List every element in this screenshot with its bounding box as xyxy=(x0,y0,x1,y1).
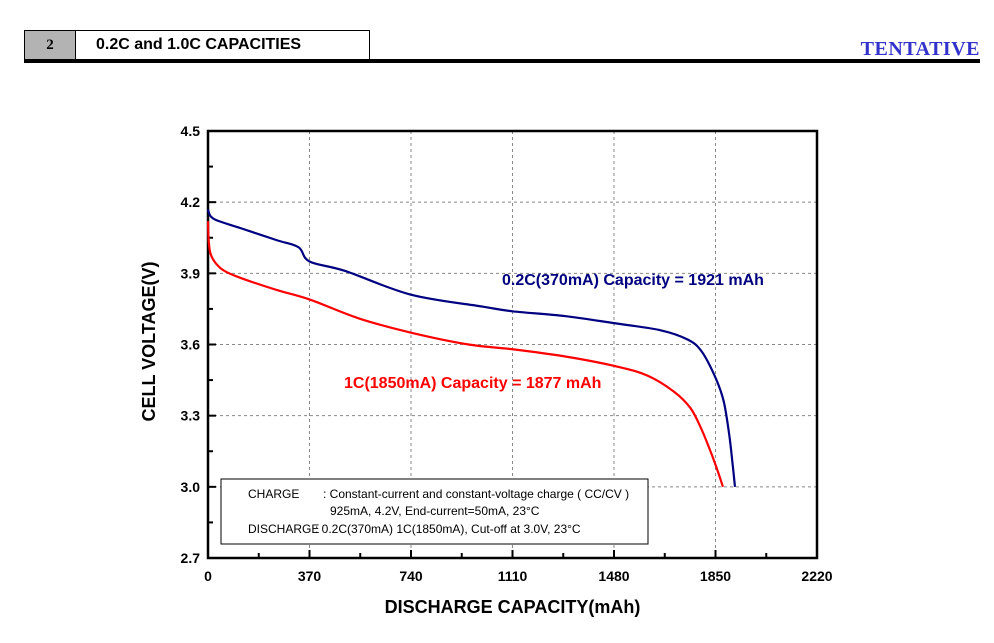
y-tick-label: 3.3 xyxy=(181,408,201,424)
curve-0-2c xyxy=(206,208,737,487)
y-axis-label: CELL VOLTAGE(V) xyxy=(139,261,159,421)
axes xyxy=(206,129,819,560)
conditions-text: : Constant-current and constant-voltage … xyxy=(323,487,629,501)
annotation-1c-capacity: 1C(1850mA) Capacity = 1877 mAh xyxy=(344,375,601,392)
section-title: 0.2C and 1.0C CAPACITIES xyxy=(96,36,302,53)
conditions-box xyxy=(220,478,649,545)
x-tick-label: 1850 xyxy=(700,568,731,584)
x-axis-label: DISCHARGE CAPACITY(mAh) xyxy=(385,597,641,617)
status-label: TENTATIVE xyxy=(860,38,980,60)
conditions-text: 925mA, 4.2V, End-current=50mA, 23°C xyxy=(330,504,540,518)
y-tick-label: 2.7 xyxy=(181,550,201,566)
x-tick-label: 2220 xyxy=(801,568,832,584)
y-tick-label: 4.5 xyxy=(181,123,201,139)
x-tick-label: 0 xyxy=(204,568,212,584)
x-tick-label: 370 xyxy=(298,568,322,584)
y-tick-label: 3.6 xyxy=(181,337,201,353)
y-tick-label: 4.2 xyxy=(181,194,201,210)
x-tick-label: 1110 xyxy=(498,568,528,584)
x-tick-label: 740 xyxy=(399,568,423,584)
y-tick-label: 3.0 xyxy=(181,479,201,495)
x-tick-label: 1480 xyxy=(598,568,629,584)
y-tick-label: 3.9 xyxy=(181,265,201,281)
curve-1c xyxy=(206,221,724,488)
annotation-0-2c-capacity: 0.2C(370mA) Capacity = 1921 mAh xyxy=(502,272,764,289)
conditions-text: : 0.2C(370mA) 1C(1850mA), Cut-off at 3.0… xyxy=(315,522,581,536)
conditions-label: DISCHARGE xyxy=(248,522,319,536)
conditions-label: CHARGE xyxy=(248,487,299,501)
labels: 0 370 740 1110 1480 1850 2220 2.7 3.0 3.3 3.6 3.9 4.… xyxy=(139,123,833,617)
section-number: 2 xyxy=(25,31,76,59)
curves xyxy=(206,208,737,488)
header-rule xyxy=(24,59,980,63)
